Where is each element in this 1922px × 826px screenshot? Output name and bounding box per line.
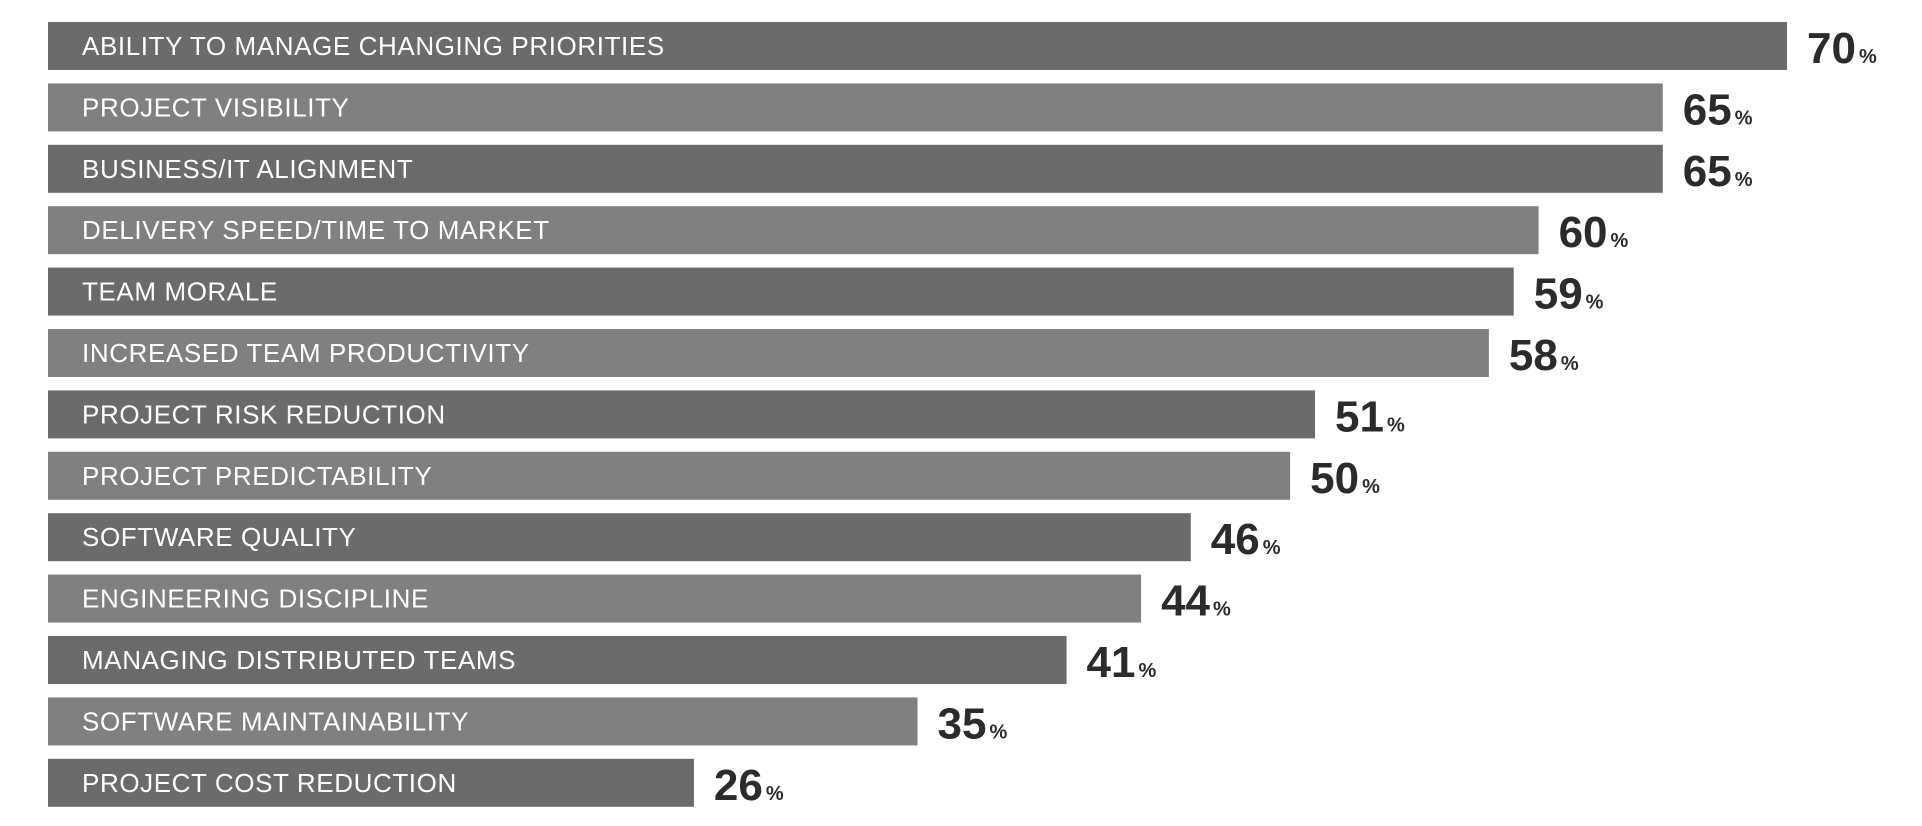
- category-label: TEAM MORALE: [82, 277, 278, 307]
- bar: [48, 636, 1067, 684]
- value-number: 65: [1683, 85, 1732, 134]
- value-number: 58: [1509, 331, 1558, 380]
- value-number: 35: [938, 699, 987, 748]
- bar: [48, 697, 918, 746]
- value-number: 44: [1161, 577, 1210, 626]
- value-percent-sign: %: [1387, 414, 1405, 436]
- value-percent-sign: %: [1735, 107, 1753, 129]
- category-label: ABILITY TO MANAGE CHANGING PRIORITIES: [82, 31, 665, 61]
- category-label: DELIVERY SPEED/TIME TO MARKET: [82, 215, 550, 245]
- value-percent-sign: %: [1213, 599, 1231, 621]
- value-label: 26%: [714, 761, 784, 810]
- category-label: MANAGING DISTRIBUTED TEAMS: [82, 645, 516, 675]
- value-label: 65%: [1683, 85, 1753, 134]
- value-label: 51%: [1335, 392, 1405, 441]
- category-label: PROJECT VISIBILITY: [82, 92, 350, 122]
- category-label: PROJECT COST REDUCTION: [82, 768, 457, 798]
- value-number: 60: [1559, 208, 1608, 257]
- value-percent-sign: %: [1362, 476, 1380, 498]
- bar: [48, 144, 1663, 193]
- value-percent-sign: %: [1611, 230, 1629, 252]
- value-percent-sign: %: [1139, 660, 1157, 682]
- bar: [48, 206, 1539, 255]
- bar: [48, 329, 1489, 377]
- value-percent-sign: %: [1859, 46, 1877, 68]
- value-label: 65%: [1683, 147, 1753, 196]
- value-label: 70%: [1807, 24, 1877, 73]
- value-number: 26: [714, 761, 763, 810]
- value-percent-sign: %: [1263, 537, 1281, 559]
- value-label: 50%: [1310, 454, 1380, 503]
- value-label: 60%: [1559, 208, 1629, 257]
- value-number: 51: [1335, 392, 1384, 441]
- bar: [48, 390, 1315, 439]
- value-number: 50: [1310, 454, 1359, 503]
- value-label: 59%: [1534, 270, 1604, 319]
- category-label: SOFTWARE QUALITY: [82, 522, 356, 552]
- value-label: 44%: [1161, 577, 1231, 626]
- value-label: 46%: [1211, 515, 1281, 564]
- bar: [48, 267, 1514, 316]
- value-percent-sign: %: [766, 783, 784, 805]
- category-label: BUSINESS/IT ALIGNMENT: [82, 154, 413, 184]
- bars-group: ABILITY TO MANAGE CHANGING PRIORITIES 70%…: [48, 22, 1877, 810]
- category-label: ENGINEERING DISCIPLINE: [82, 584, 429, 614]
- category-label: INCREASED TEAM PRODUCTIVITY: [82, 338, 530, 368]
- category-label: PROJECT PREDICTABILITY: [82, 461, 432, 491]
- value-percent-sign: %: [1586, 292, 1604, 314]
- value-label: 41%: [1087, 638, 1157, 687]
- value-percent-sign: %: [989, 721, 1007, 743]
- value-label: 58%: [1509, 331, 1579, 380]
- bar: [48, 574, 1142, 623]
- bar: [48, 83, 1663, 132]
- value-percent-sign: %: [1561, 353, 1579, 375]
- bar: [48, 758, 694, 807]
- value-number: 41: [1087, 638, 1136, 687]
- value-number: 59: [1534, 270, 1583, 319]
- value-number: 65: [1683, 147, 1732, 196]
- category-label: PROJECT RISK REDUCTION: [82, 399, 446, 429]
- value-label: 35%: [938, 699, 1008, 748]
- value-number: 70: [1807, 24, 1856, 73]
- value-number: 46: [1211, 515, 1260, 564]
- bar: [48, 22, 1787, 70]
- bar: [48, 513, 1191, 562]
- value-percent-sign: %: [1735, 169, 1753, 191]
- bar: [48, 451, 1291, 500]
- category-label: SOFTWARE MAINTAINABILITY: [82, 706, 469, 736]
